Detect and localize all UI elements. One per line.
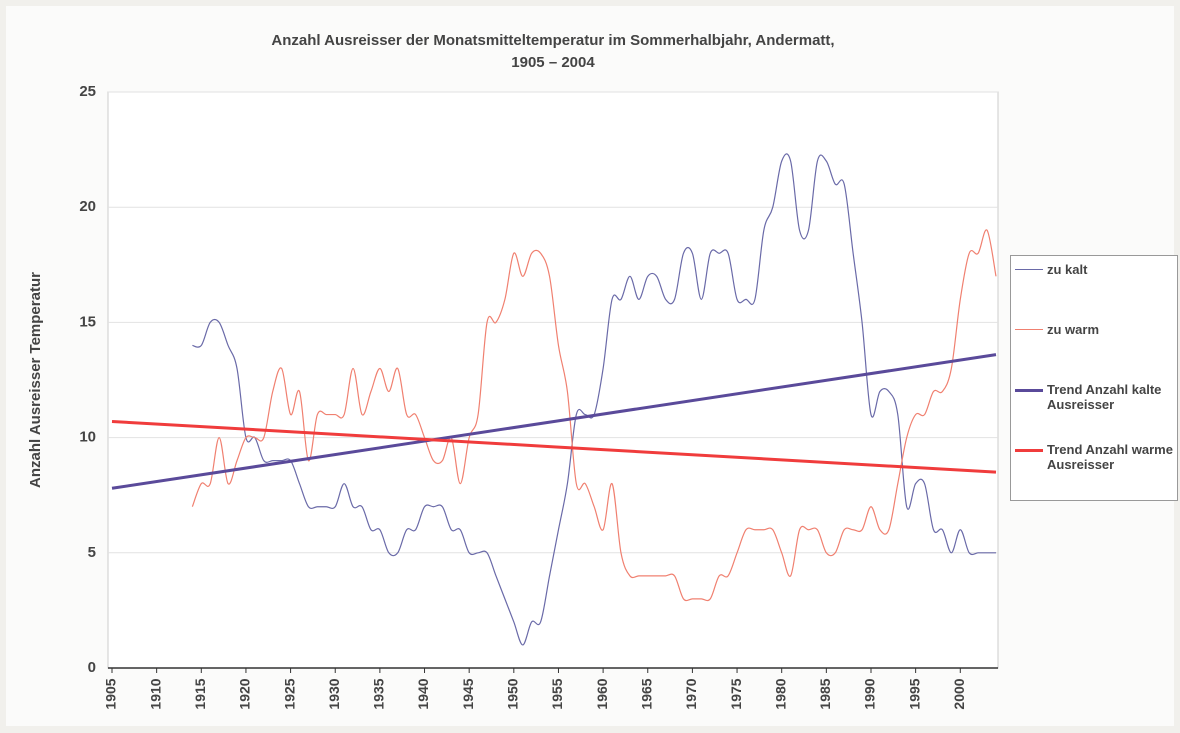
x-tick-label: 1950: [505, 678, 521, 709]
x-tick-label: 1960: [594, 678, 610, 709]
x-tick-label: 1905: [103, 678, 119, 709]
legend-swatch: [1015, 389, 1043, 392]
x-tick-label: 1935: [371, 678, 387, 709]
x-tick-label: 1995: [906, 678, 922, 709]
legend: zu kalt zu warm Trend Anzahl kalte Ausreis…: [1010, 255, 1178, 501]
plot-area: [107, 91, 999, 669]
x-tick-label: 1910: [147, 678, 163, 709]
y-tick-label: 0: [88, 659, 96, 676]
x-tick-label: 1985: [817, 678, 833, 709]
x-tick-label: 1940: [415, 678, 431, 709]
y-axis-label: Anzahl Ausreisser Temperatur: [27, 272, 44, 488]
x-tick-label: 1965: [638, 678, 654, 709]
legend-swatch: [1015, 269, 1043, 270]
line: [192, 153, 996, 646]
legend-label: zu kalt: [1047, 262, 1088, 277]
legend-item: zu kalt: [1015, 262, 1087, 277]
legend-item: zu warm: [1015, 322, 1099, 337]
line: [111, 419, 997, 474]
x-tick-label: 1970: [683, 678, 699, 709]
legend-item: Trend Anzahl kalte Ausreisser: [1015, 382, 1177, 412]
chart-title: Anzahl Ausreisser der Monatsmitteltemper…: [271, 32, 835, 71]
legend-item: Trend Anzahl warme Ausreisser: [1015, 442, 1177, 472]
y-tick-label: 10: [79, 429, 96, 446]
x-tick-label: 1925: [281, 678, 297, 709]
legend-label: Trend Anzahl warme Ausreisser: [1047, 442, 1173, 472]
x-tick-label: 1990: [862, 678, 878, 709]
x-tick-label: 1945: [460, 678, 476, 709]
x-tick-label: 1915: [192, 678, 208, 709]
y-tick-label: 15: [79, 313, 96, 330]
x-tick-label: 1920: [237, 678, 253, 709]
x-tick-label: 1930: [326, 678, 342, 709]
y-tick-label: 5: [88, 544, 96, 561]
legend-swatch: [1015, 329, 1043, 330]
legend-label: Trend Anzahl kalte Ausreisser: [1047, 382, 1162, 412]
x-tick-label: 1975: [728, 678, 744, 709]
y-tick-label: 25: [79, 83, 96, 100]
legend-label: zu warm: [1047, 322, 1100, 337]
y-tick-label: 20: [79, 198, 96, 215]
line: [191, 229, 997, 602]
x-tick-label: 2000: [951, 678, 967, 709]
line: [111, 353, 997, 490]
legend-swatch: [1015, 449, 1043, 452]
x-tick-label: 1980: [772, 678, 788, 709]
x-tick-label: 1955: [549, 678, 565, 709]
